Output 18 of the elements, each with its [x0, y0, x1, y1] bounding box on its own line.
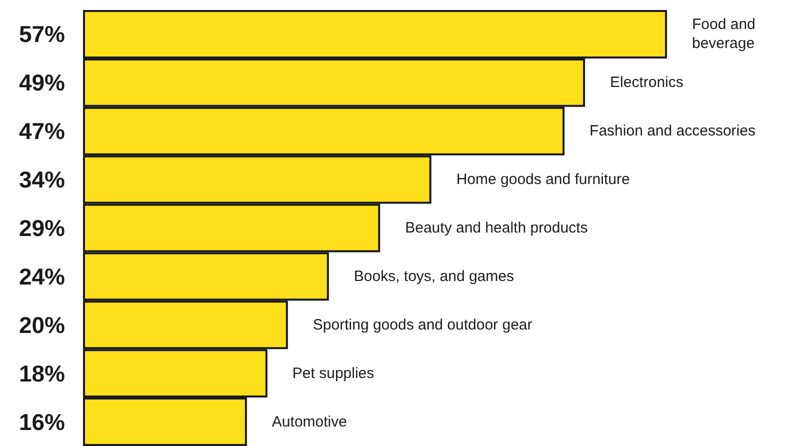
data-label: 18%: [18, 360, 65, 386]
data-label: 57%: [18, 21, 65, 48]
y-tick-label: Home goods and furniture: [456, 171, 630, 188]
y-tick-label: Electronics: [610, 74, 684, 92]
data-label: 20%: [18, 312, 65, 338]
data-label: 29%: [18, 215, 65, 241]
data-label: 34%: [18, 166, 65, 193]
y-tick-label: Sporting goods and outdoor gear: [312, 316, 532, 334]
y-tick-label: Food and beverage: [692, 16, 760, 52]
data-label: 47%: [18, 118, 65, 144]
y-tick-label: Pet supplies: [292, 364, 374, 382]
y-tick-label: Beauty and health products: [405, 220, 588, 236]
data-label: 49%: [18, 70, 65, 96]
y-tick-label: Books, toys, and games: [354, 268, 514, 285]
data-label: 24%: [18, 263, 65, 290]
data-label: 16%: [18, 408, 65, 435]
y-tick-label: Automotive: [272, 413, 347, 430]
y-tick-label: Fashion and accessories: [590, 122, 756, 140]
